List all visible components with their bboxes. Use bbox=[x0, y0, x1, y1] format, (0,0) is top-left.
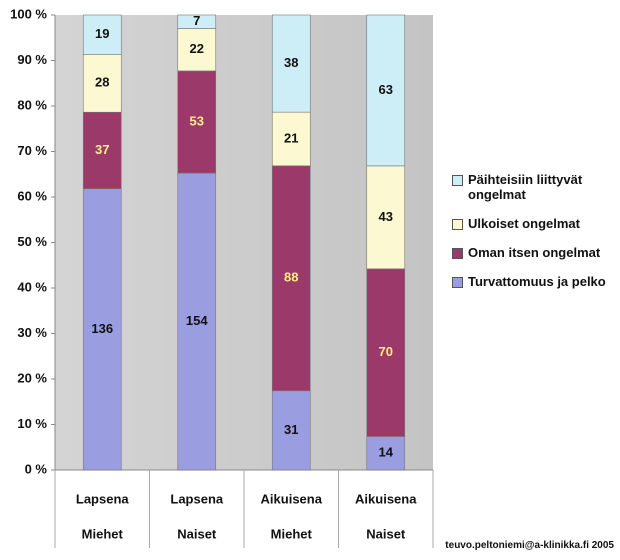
bar-segment bbox=[366, 165, 406, 270]
bar-segment bbox=[177, 28, 217, 72]
data-label: 22 bbox=[190, 41, 204, 56]
bar-segment bbox=[82, 53, 122, 113]
x-tick-label: Naiset bbox=[366, 526, 406, 541]
legend-swatch bbox=[452, 219, 463, 230]
bar-segment bbox=[271, 111, 311, 167]
y-tick-label: 80 % bbox=[17, 97, 47, 112]
y-tick-label: 90 % bbox=[17, 52, 47, 67]
x-tick-label: Miehet bbox=[82, 526, 124, 541]
y-tick-label: 40 % bbox=[17, 279, 47, 294]
data-label: 28 bbox=[95, 75, 109, 90]
data-label: 21 bbox=[284, 130, 298, 145]
legend-label: Oman itsen ongelmat bbox=[468, 245, 601, 260]
bar-segment bbox=[177, 172, 217, 471]
y-tick-label: 60 % bbox=[17, 188, 47, 203]
x-tick-label: Lapsena bbox=[170, 491, 224, 506]
bar-segment bbox=[271, 14, 311, 113]
data-label: 63 bbox=[379, 82, 393, 97]
x-tick-label: Aikuisena bbox=[261, 491, 323, 506]
bar-segment bbox=[366, 268, 406, 437]
data-label: 88 bbox=[284, 270, 298, 285]
data-label: 53 bbox=[190, 113, 204, 128]
legend-swatch bbox=[452, 175, 463, 186]
data-label: 7 bbox=[193, 13, 200, 28]
data-label: 136 bbox=[91, 321, 113, 336]
legend-label: Päihteisiin liittyvät ongelmat bbox=[468, 172, 583, 202]
y-tick-label: 70 % bbox=[17, 143, 47, 158]
data-label: 31 bbox=[284, 422, 298, 437]
legend: Päihteisiin liittyvät ongelmat Ulkoiset o… bbox=[452, 172, 620, 303]
data-label: 37 bbox=[95, 142, 109, 157]
legend-swatch bbox=[452, 248, 463, 259]
source: teuvo.peltoniemi@a-klinikka.fi 2005 bbox=[445, 540, 614, 551]
y-tick-label: 100 % bbox=[10, 6, 47, 21]
x-tick-label: Miehet bbox=[271, 526, 313, 541]
y-tick-label: 50 % bbox=[17, 234, 47, 249]
bar-segment bbox=[82, 14, 122, 55]
data-label: 154 bbox=[186, 313, 208, 328]
legend-label: Turvattomuus ja pelko bbox=[468, 274, 606, 289]
bar-segment bbox=[82, 188, 122, 471]
legend-item: Oman itsen ongelmat bbox=[452, 245, 620, 260]
x-tick-label: Naiset bbox=[177, 526, 217, 541]
legend-item: Päihteisiin liittyvät ongelmat bbox=[452, 172, 620, 202]
bar-segment bbox=[271, 390, 311, 471]
data-label: 14 bbox=[379, 445, 394, 460]
data-label: 70 bbox=[379, 344, 393, 359]
data-label: 43 bbox=[379, 209, 393, 224]
y-tick-label: 20 % bbox=[17, 370, 47, 385]
legend-item: Turvattomuus ja pelko bbox=[452, 274, 620, 289]
legend-label: Ulkoiset ongelmat bbox=[468, 216, 580, 231]
legend-swatch bbox=[452, 277, 463, 288]
legend-item: Ulkoiset ongelmat bbox=[452, 216, 620, 231]
bar-segment bbox=[82, 111, 122, 190]
y-tick-label: 0 % bbox=[25, 461, 48, 476]
bar-segment bbox=[366, 14, 406, 167]
data-label: 38 bbox=[284, 55, 298, 70]
data-label: 19 bbox=[95, 26, 109, 41]
x-tick-label: Lapsena bbox=[76, 491, 130, 506]
bar-segment bbox=[271, 165, 311, 392]
y-tick-label: 10 % bbox=[17, 416, 47, 431]
y-tick-label: 30 % bbox=[17, 325, 47, 340]
bar-segment bbox=[177, 70, 217, 174]
bar-segment bbox=[177, 14, 217, 29]
x-tick-label: Aikuisena bbox=[355, 491, 417, 506]
